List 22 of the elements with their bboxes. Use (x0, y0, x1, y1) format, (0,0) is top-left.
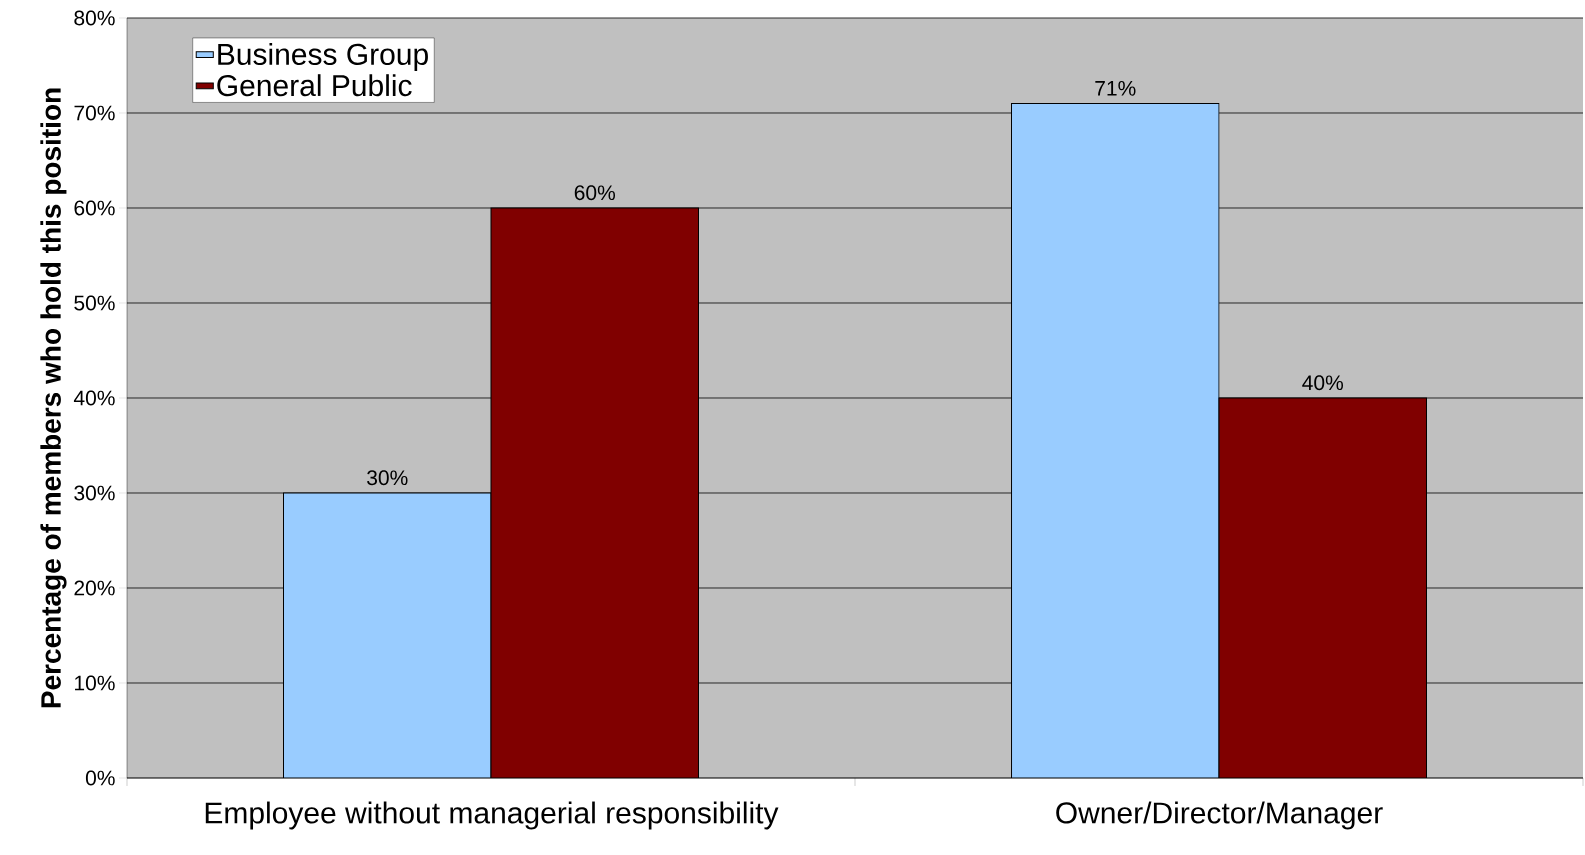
bar (283, 492, 492, 778)
y-tick-label: 70% (74, 105, 115, 121)
bar (1218, 397, 1427, 778)
legend-label: Business Group (218, 42, 428, 71)
data-label: 40% (1302, 375, 1344, 391)
y-tick-label: 0% (85, 770, 115, 786)
x-tick-label: Employee without managerial responsibility (205, 801, 779, 830)
y-tick-label: 50% (74, 295, 115, 311)
bar (1011, 103, 1220, 778)
x-tick-label: Owner/Director/Manager (1056, 801, 1383, 830)
data-label: 60% (574, 185, 616, 201)
y-tick-label: 80% (74, 10, 115, 26)
data-label: 71% (1095, 80, 1136, 96)
y-axis-title: Percentage of members who hold this position (40, 88, 67, 708)
y-tick-label: 20% (74, 580, 115, 596)
bar (490, 207, 699, 778)
data-label: 30% (367, 470, 408, 486)
y-tick-label: 10% (75, 675, 115, 691)
legend-label: General Public (217, 74, 412, 97)
y-tick-label: 30% (74, 485, 115, 501)
y-tick-label: 60% (74, 200, 115, 216)
y-tick-label: 40% (73, 390, 115, 406)
